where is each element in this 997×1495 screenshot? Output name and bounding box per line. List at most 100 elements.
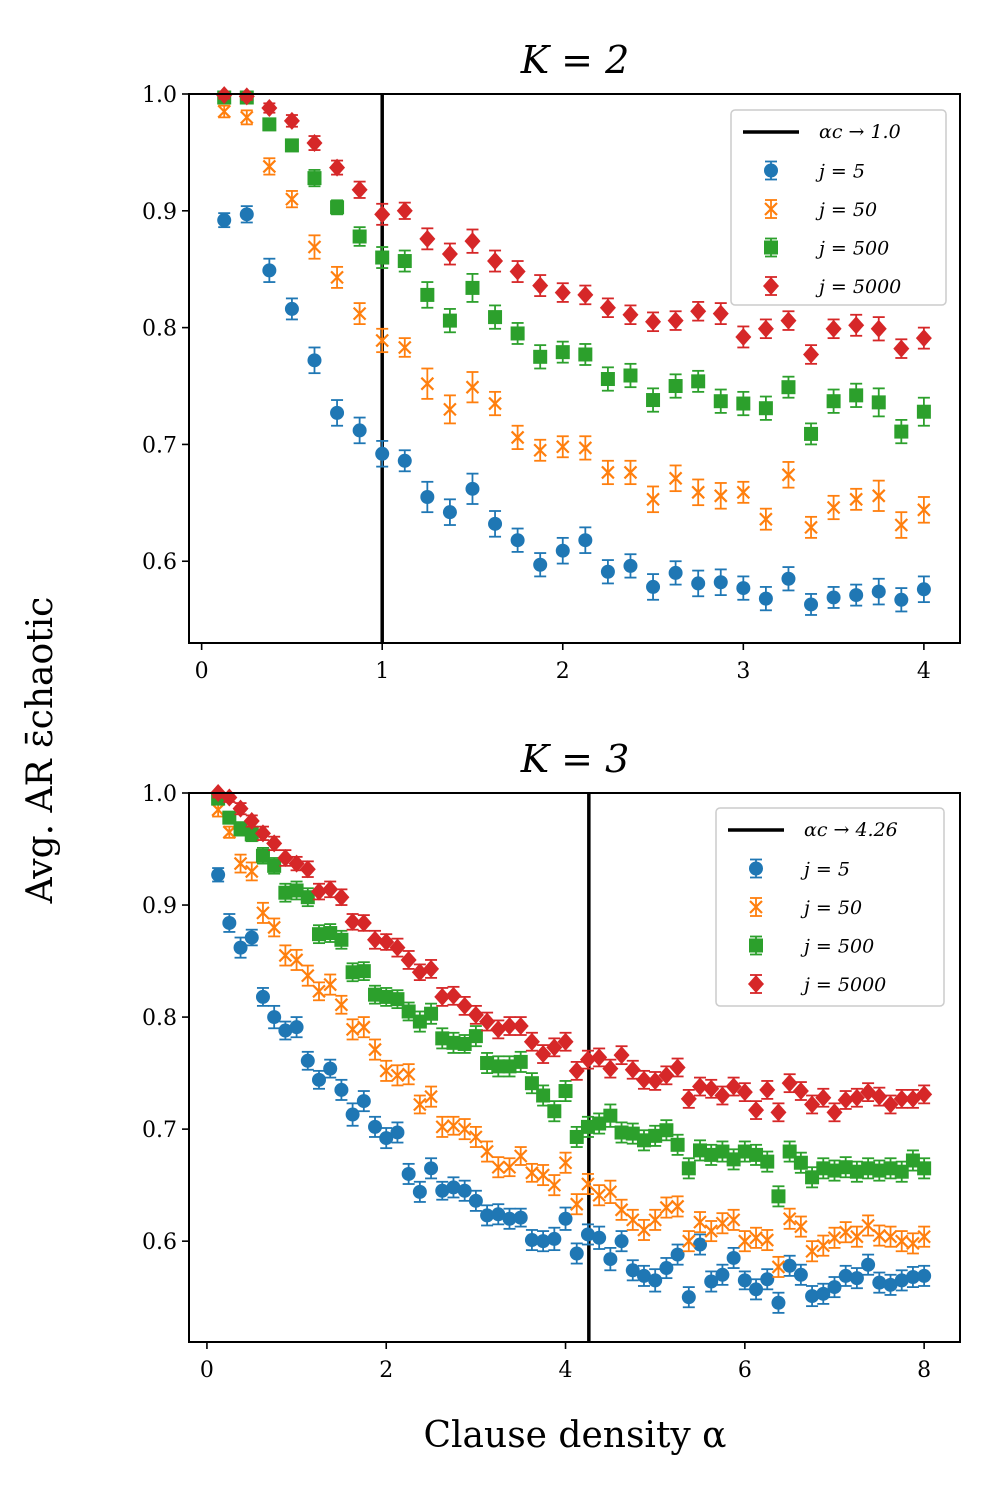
- data-point: [307, 240, 322, 254]
- data-point: [713, 575, 728, 590]
- data-point: [555, 543, 570, 558]
- data-point: [883, 1277, 898, 1292]
- data-point: [533, 349, 548, 364]
- data-point: [435, 1183, 450, 1198]
- legend-marker: [764, 237, 778, 258]
- data-point: [262, 263, 277, 278]
- data-point: [871, 489, 886, 503]
- data-point: [906, 1236, 920, 1251]
- data-point: [781, 1074, 798, 1093]
- data-point: [480, 1144, 494, 1159]
- data-point: [715, 1144, 730, 1159]
- data-point: [749, 1231, 763, 1245]
- data-point: [579, 1050, 596, 1069]
- data-point: [735, 327, 752, 346]
- data-point: [592, 1230, 607, 1245]
- data-point: [771, 1189, 786, 1204]
- data-point: [758, 401, 773, 416]
- data-point: [557, 1032, 574, 1051]
- data-point: [882, 1095, 899, 1114]
- data-point: [401, 1166, 416, 1181]
- data-point: [736, 1083, 753, 1102]
- data-point: [334, 997, 349, 1012]
- data-point: [726, 1213, 741, 1227]
- data-point: [233, 821, 248, 836]
- data-point: [222, 915, 237, 930]
- data-point: [435, 1031, 450, 1046]
- data-point: [871, 584, 886, 599]
- data-point: [781, 571, 796, 586]
- data-point: [592, 1116, 607, 1131]
- legend-frame: [730, 109, 947, 306]
- data-point: [419, 229, 436, 248]
- x-tick-label: 6: [738, 1358, 752, 1383]
- data-point: [804, 426, 819, 441]
- data-point: [278, 885, 293, 900]
- data-point: [390, 1068, 405, 1083]
- data-point: [838, 1268, 853, 1283]
- data-point: [905, 1153, 920, 1168]
- data-point: [502, 1211, 517, 1226]
- data-point: [488, 310, 503, 325]
- data-point: [400, 950, 417, 969]
- data-point: [893, 1089, 910, 1108]
- data-point: [691, 576, 706, 591]
- y-tick-label: 0.6: [142, 1230, 177, 1255]
- data-point: [704, 1147, 719, 1162]
- data-point: [770, 1103, 787, 1122]
- data-point: [558, 1155, 573, 1170]
- data-point: [446, 1035, 461, 1050]
- data-point: [467, 1005, 484, 1024]
- data-point: [487, 252, 504, 271]
- data-point: [771, 1260, 786, 1274]
- data-point: [352, 306, 367, 321]
- data-point: [670, 1247, 685, 1262]
- y-tick-label: 0.8: [142, 1006, 177, 1031]
- data-point: [625, 1126, 640, 1141]
- x-tick-label: 3: [736, 659, 750, 684]
- data-point: [659, 1261, 674, 1276]
- y-tick-label: 1.0: [142, 782, 177, 807]
- data-point: [501, 1017, 518, 1036]
- data-point: [623, 465, 638, 480]
- x-tick-label: 2: [379, 1358, 393, 1383]
- x-tick-label: 4: [559, 1358, 573, 1383]
- data-point: [344, 912, 361, 931]
- data-point: [352, 423, 367, 438]
- legend-marker: [749, 935, 763, 956]
- data-point: [816, 1161, 831, 1176]
- data-point: [465, 380, 480, 394]
- data-point: [669, 1058, 686, 1077]
- data-point: [759, 1080, 776, 1099]
- data-point: [277, 848, 294, 867]
- data-point: [623, 558, 638, 573]
- data-point: [266, 834, 283, 853]
- y-tick-label: 0.9: [142, 894, 177, 919]
- data-point: [614, 1234, 629, 1249]
- data-point: [411, 963, 428, 982]
- data-point: [726, 1250, 741, 1265]
- data-point: [307, 171, 322, 186]
- data-point: [826, 590, 841, 605]
- data-point: [375, 446, 390, 461]
- data-point: [446, 1180, 461, 1195]
- data-point: [284, 301, 299, 316]
- data-point: [726, 1152, 741, 1167]
- data-point: [816, 1286, 831, 1301]
- data-point: [916, 1085, 933, 1104]
- legend-label: j = 50: [800, 897, 862, 919]
- data-point: [345, 1107, 360, 1122]
- data-point: [713, 489, 728, 503]
- data-point: [917, 1268, 932, 1283]
- x-axis-label: Clause density α: [423, 1415, 726, 1456]
- data-point: [323, 926, 338, 941]
- data-point: [442, 313, 457, 328]
- data-point: [412, 1014, 427, 1029]
- data-point: [578, 441, 593, 455]
- data-point: [413, 1097, 427, 1112]
- data-point: [804, 597, 819, 612]
- data-point: [457, 1183, 472, 1198]
- data-point: [861, 1218, 875, 1233]
- data-point: [569, 1129, 584, 1144]
- data-point: [356, 964, 371, 979]
